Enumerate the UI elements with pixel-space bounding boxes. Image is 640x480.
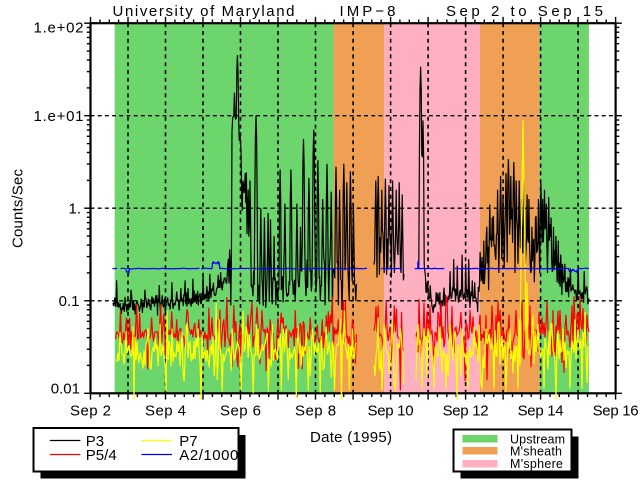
svg-text:1.e+02: 1.e+02 (34, 19, 84, 36)
svg-text:Sep 4: Sep 4 (145, 403, 186, 420)
svg-text:M'sheath: M'sheath (510, 445, 562, 459)
svg-text:0.1: 0.1 (59, 293, 80, 310)
svg-text:Date (1995): Date (1995) (310, 429, 392, 446)
svg-text:Sep 6: Sep 6 (220, 403, 261, 420)
svg-text:P7: P7 (179, 433, 197, 450)
svg-text:Upstream: Upstream (510, 432, 565, 446)
svg-text:A2/1000: A2/1000 (179, 447, 238, 464)
svg-text:1.: 1. (68, 201, 81, 218)
svg-text:P3: P3 (86, 433, 104, 450)
svg-text:1.e+01: 1.e+01 (34, 108, 84, 125)
svg-text:M'sphere: M'sphere (510, 457, 563, 471)
svg-text:Sep 16: Sep 16 (593, 403, 639, 420)
svg-text:Sep 12: Sep 12 (443, 403, 489, 420)
svg-text:Sep 8: Sep 8 (295, 403, 336, 420)
svg-text:Counts/Sec: Counts/Sec (10, 169, 27, 249)
svg-text:Sep 2 to Sep 15: Sep 2 to Sep 15 (446, 3, 603, 20)
svg-text:Sep 14: Sep 14 (518, 403, 564, 420)
svg-text:P5/4: P5/4 (86, 447, 117, 464)
svg-text:IMP−8: IMP−8 (340, 3, 396, 20)
svg-text:0.01: 0.01 (51, 381, 80, 398)
svg-text:Sep 10: Sep 10 (368, 403, 414, 420)
svg-text:University of Maryland: University of Maryland (113, 3, 295, 20)
svg-text:Sep 2: Sep 2 (70, 403, 111, 420)
